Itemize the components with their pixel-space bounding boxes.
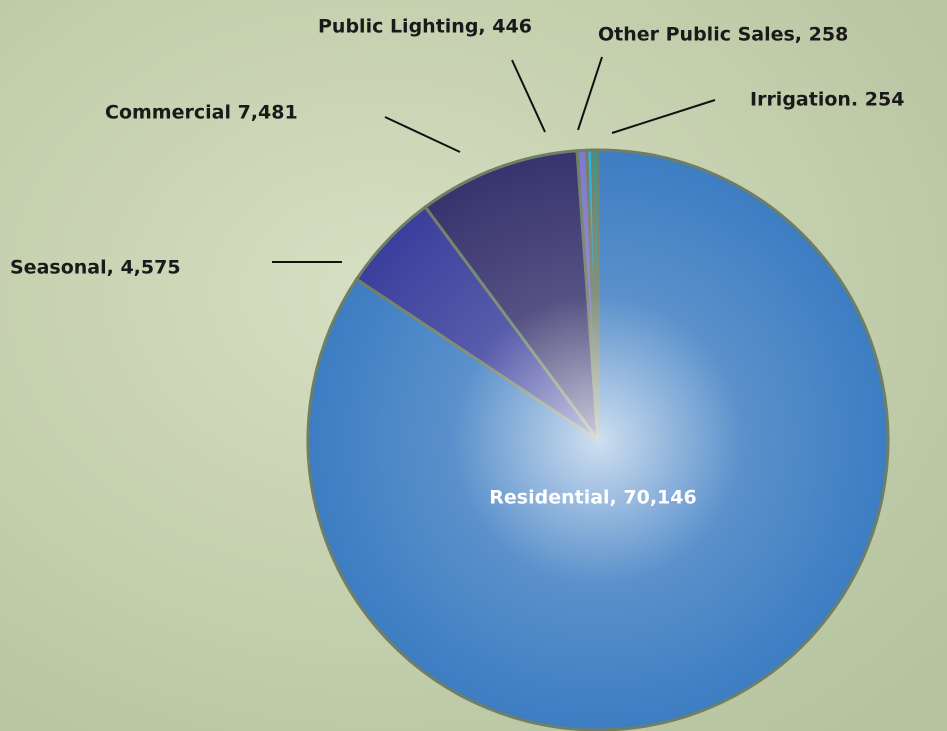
leader-line [384,116,461,153]
data-label: Other Public Sales, 258 [598,24,848,46]
data-label: Seasonal, 4,575 [10,257,181,279]
data-label: Irrigation. 254 [750,89,904,111]
data-label: Residential, 70,146 [489,487,696,509]
data-label: Public Lighting, 446 [318,16,532,38]
leader-line [611,99,716,134]
data-label: Commercial 7,481 [105,102,298,124]
leader-line [511,59,546,133]
leader-line [577,56,603,131]
